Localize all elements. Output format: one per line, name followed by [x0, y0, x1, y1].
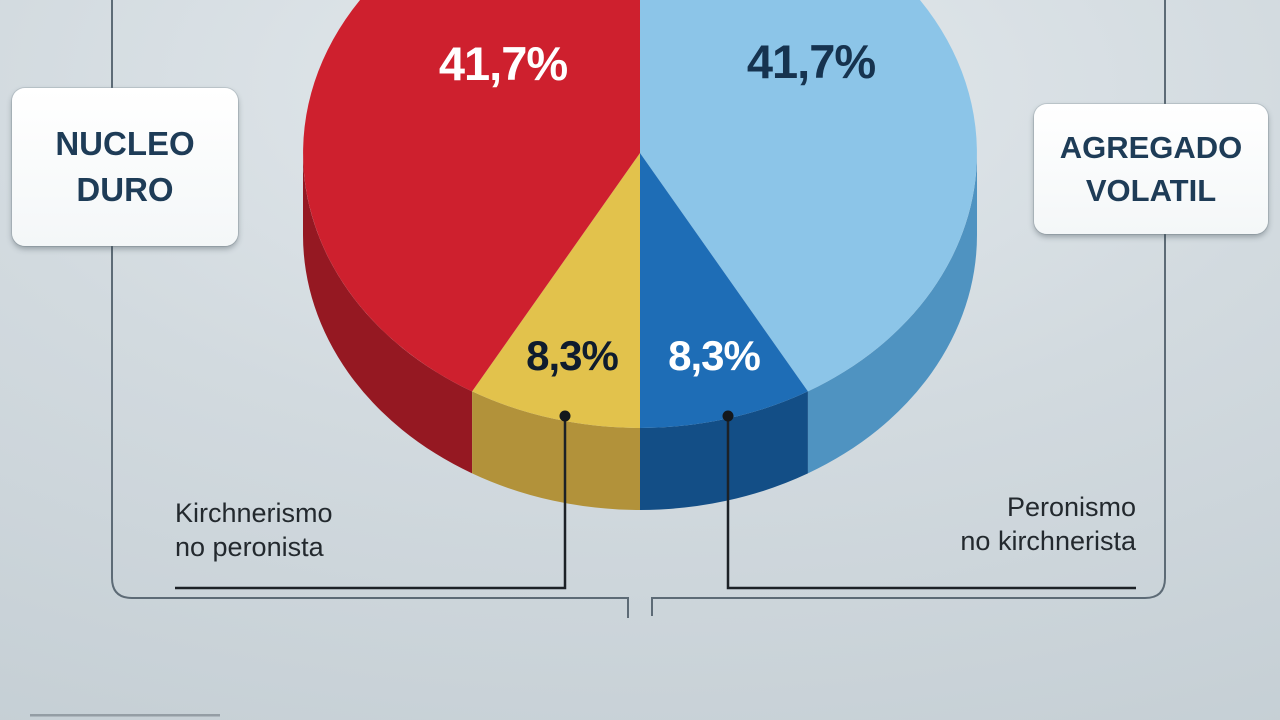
group-box-right-line1: AGREGADO	[1059, 130, 1243, 165]
callout-dot-right	[722, 410, 734, 422]
pie-slice-celeste	[640, 0, 977, 392]
callout-line-left	[175, 416, 567, 590]
group-box-agregado-volatil: AGREGADO VOLATIL	[1034, 104, 1268, 234]
group-box-left-line1: NUCLEO	[55, 125, 195, 162]
pie-rim-azul	[640, 391, 808, 510]
group-box-right-line2: VOLATIL	[1085, 173, 1217, 208]
percent-label-azul: 8,3%	[668, 332, 761, 379]
pie-slice-amarillo	[472, 153, 640, 428]
percent-label-celeste: 41,7%	[746, 35, 876, 88]
callout-line-right	[726, 416, 1136, 590]
percent-label-rojo: 41,7%	[438, 37, 568, 90]
callout-left-line1: Kirchnerismo	[175, 498, 333, 528]
callout-dot-left	[559, 410, 571, 422]
percent-label-amarillo: 8,3%	[526, 332, 619, 379]
callout-left-line2: no peronista	[175, 532, 324, 562]
left-bracket-line	[111, 0, 629, 618]
cropped-bottom-line	[30, 714, 220, 717]
group-box-left-line2: DURO	[76, 171, 174, 208]
right-bracket-line	[651, 0, 1166, 616]
pie-rim-rojo	[303, 153, 473, 474]
callout-text-peronismo: Peronismo no kirchnerista	[880, 490, 1136, 558]
callout-text-kirchnerismo: Kirchnerismo no peronista	[175, 496, 475, 564]
pie-slice-azul	[640, 153, 808, 428]
pie-slice-rojo	[303, 0, 640, 392]
pie-rim-celeste	[807, 153, 977, 474]
callout-right-line1: Peronismo	[1006, 492, 1136, 522]
pie-chart	[303, 0, 977, 510]
callout-right-line2: no kirchnerista	[960, 526, 1136, 556]
pie-rim-amarillo	[472, 391, 640, 510]
group-box-nucleo-duro: NUCLEO DURO	[12, 88, 238, 246]
